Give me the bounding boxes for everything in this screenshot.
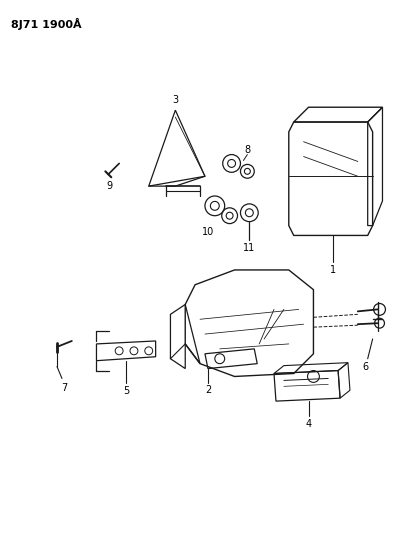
Text: 4: 4 xyxy=(305,419,311,429)
Text: 3: 3 xyxy=(173,95,179,106)
Text: 8J71 1900Å: 8J71 1900Å xyxy=(11,18,81,29)
Text: 2: 2 xyxy=(205,385,211,395)
Circle shape xyxy=(374,303,385,316)
Circle shape xyxy=(375,318,385,328)
Text: 9: 9 xyxy=(106,181,112,191)
Text: 11: 11 xyxy=(243,243,255,253)
Text: 7: 7 xyxy=(61,383,67,393)
Text: 1: 1 xyxy=(330,265,336,275)
Text: 5: 5 xyxy=(123,386,129,396)
Text: 6: 6 xyxy=(363,361,369,372)
Text: 8: 8 xyxy=(244,144,250,155)
Text: 10: 10 xyxy=(202,228,214,238)
